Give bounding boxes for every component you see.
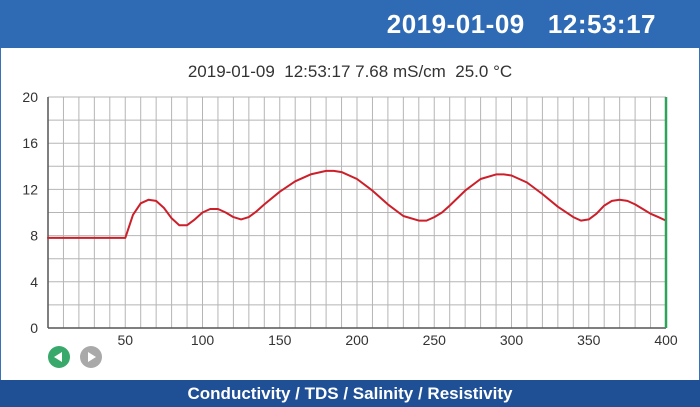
next-page-button[interactable] [80,346,102,368]
header-bar: 2019-01-09 12:53:17 [0,0,700,48]
footer-bar: Conductivity / TDS / Salinity / Resistiv… [0,380,700,407]
x-tick-label: 150 [268,332,292,348]
y-tick-label: 4 [30,274,38,290]
y-tick-label: 8 [30,228,38,244]
y-tick-label: 12 [22,181,38,197]
chevron-left-icon [54,352,62,362]
chevron-right-icon [88,352,96,362]
header-datetime: 2019-01-09 12:53:17 [386,9,656,39]
trend-chart: 0 4 8 12 16 20 50 100 150 200 250 300 350 400 [22,89,677,348]
chart-grid [48,96,666,328]
y-tick-label: 20 [22,89,38,105]
chart-tick-labels: 0 4 8 12 16 20 50 100 150 200 250 300 350 400 [22,89,677,348]
measurement-readout: 2019-01-09 12:53:17 7.68 mS/cm 25.0 °C [187,62,513,81]
x-tick-label: 100 [191,332,215,348]
x-tick-label: 250 [423,332,447,348]
footer-title: Conductivity / TDS / Salinity / Resistiv… [187,384,513,403]
x-tick-label: 300 [500,332,524,348]
x-tick-label: 50 [117,332,133,348]
y-tick-label: 16 [22,135,38,151]
x-tick-label: 350 [577,332,601,348]
chart-series [47,97,668,328]
previous-page-button[interactable] [48,346,70,368]
conductivity-trace-line [47,169,667,239]
chart-axes [47,97,666,329]
y-tick-label: 0 [30,320,38,336]
x-tick-label: 400 [654,332,678,348]
x-tick-label: 200 [345,332,369,348]
